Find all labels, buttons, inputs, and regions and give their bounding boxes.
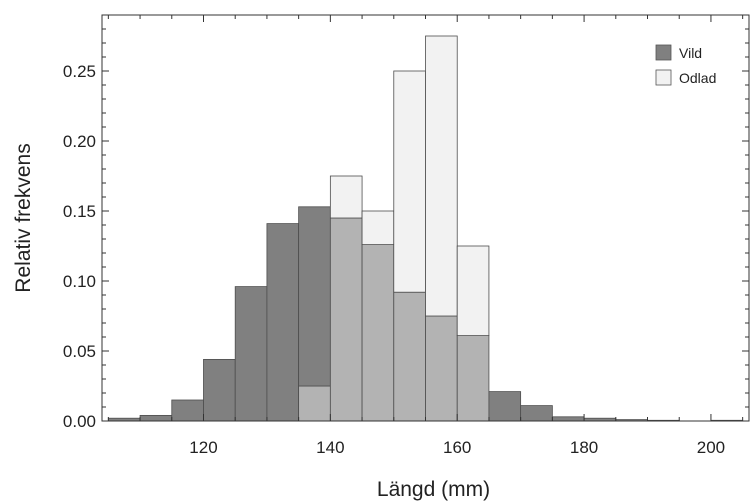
- legend: Vild Odlad: [655, 44, 716, 86]
- bar-overlap: [456, 335, 490, 422]
- x-tick-label: 140: [316, 438, 344, 457]
- legend-swatch-vild: [655, 44, 672, 61]
- bar-odlad: [393, 70, 426, 293]
- y-tick-label: 0.10: [63, 272, 96, 291]
- legend-label-vild: Vild: [679, 45, 702, 61]
- bar-overlap: [329, 217, 363, 422]
- bar-vild: [203, 358, 236, 422]
- y-tick-label: 0.20: [63, 132, 96, 151]
- bar-vild: [488, 391, 522, 422]
- x-tick-label: 180: [570, 438, 598, 457]
- y-tick-label: 0.05: [63, 342, 96, 361]
- bar-overlap: [361, 244, 395, 422]
- histogram-bars: [107, 35, 744, 422]
- bar-vild: [171, 399, 204, 422]
- bar-vild: [266, 223, 300, 422]
- x-tick-label: 200: [697, 438, 725, 457]
- bar-overlap: [298, 385, 331, 422]
- x-tick-label: 160: [443, 438, 471, 457]
- legend-label-odlad: Odlad: [679, 70, 716, 86]
- bar-vild: [551, 416, 585, 422]
- y-tick-label: 0.25: [63, 62, 96, 81]
- bar-vild: [234, 286, 268, 422]
- bar-odlad: [456, 245, 490, 336]
- legend-swatch-odlad: [655, 69, 672, 86]
- axis-tick-labels: 120 140 160 180 200 0.00 0.05 0.10 0.15 0.20 0.25: [63, 62, 725, 457]
- bar-vild: [298, 206, 331, 387]
- bar-overlap: [393, 291, 426, 422]
- x-axis-title: Längd (mm): [377, 478, 490, 501]
- bar-odlad: [425, 35, 458, 317]
- y-tick-label: 0.15: [63, 202, 96, 221]
- bar-overlap: [425, 315, 458, 422]
- x-tick-label: 120: [189, 438, 217, 457]
- bar-vild: [139, 414, 173, 422]
- bar-odlad: [361, 210, 395, 245]
- bar-odlad: [329, 175, 363, 219]
- bar-vild: [520, 405, 553, 422]
- axis-ticks: [102, 15, 749, 422]
- y-axis-title: Relativ frekvens: [12, 143, 35, 292]
- y-tick-label: 0.00: [63, 412, 96, 431]
